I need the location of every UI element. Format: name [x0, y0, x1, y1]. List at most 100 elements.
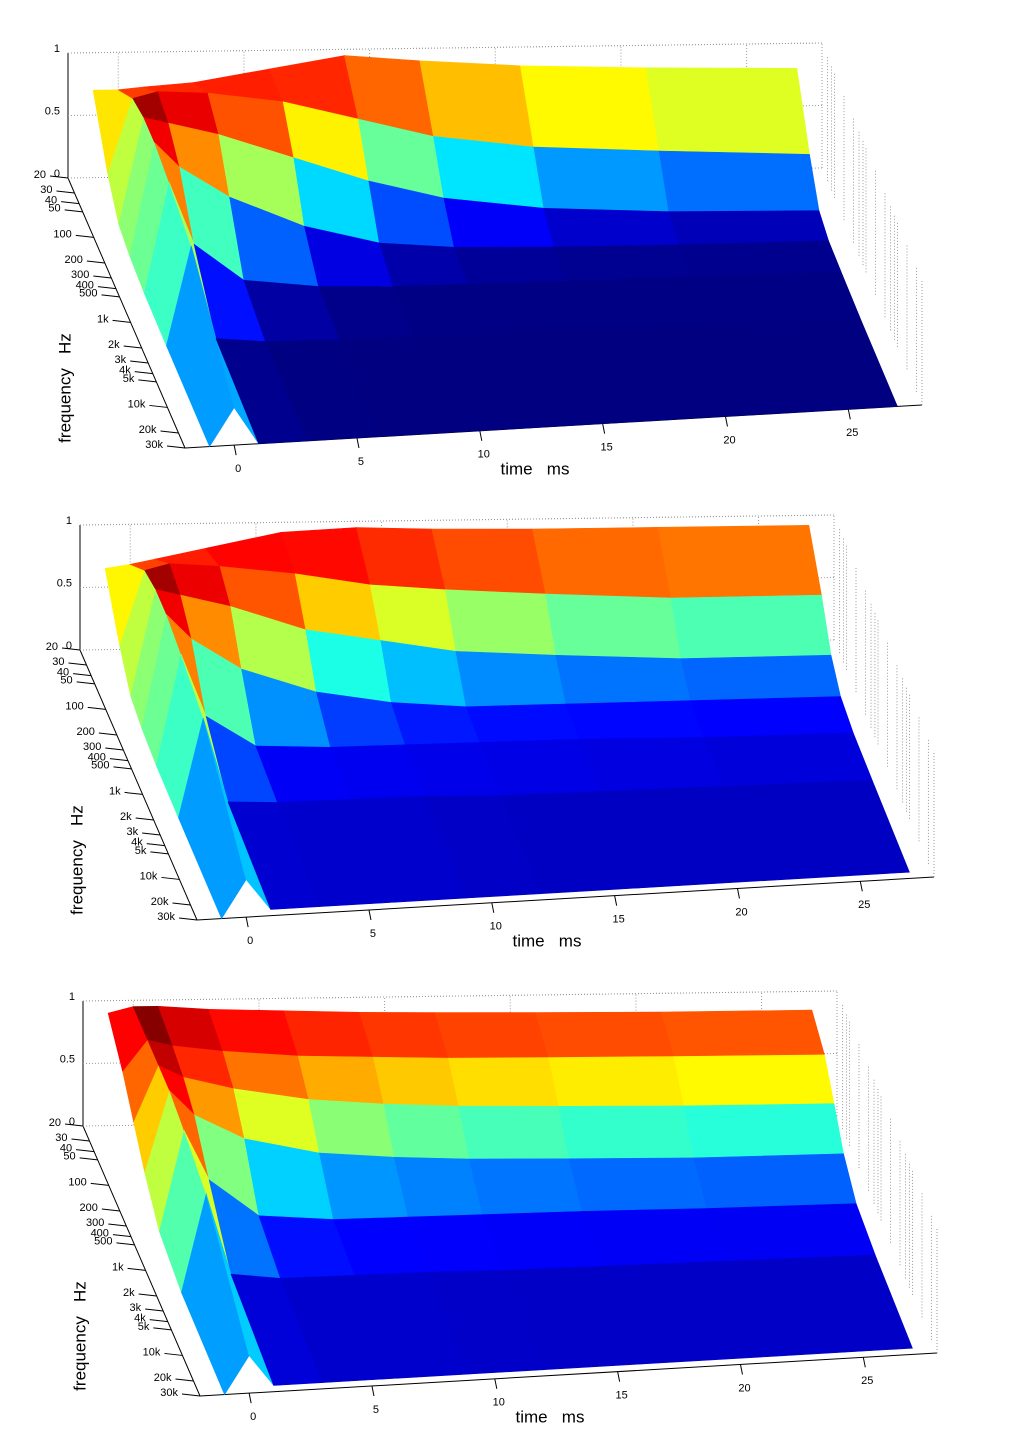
x-tick-mark	[368, 909, 372, 921]
x-tick-label: 10	[490, 921, 502, 933]
x-tick-label: 0	[247, 935, 253, 947]
surface-patch	[690, 696, 854, 738]
y-tick-mark	[64, 1123, 84, 1127]
x-axis-label: time ms	[513, 931, 582, 950]
surface-patch	[658, 150, 820, 212]
surface-patch	[673, 1054, 835, 1107]
y-tick-mark	[138, 379, 157, 383]
y-tick-mark	[61, 201, 80, 205]
y-tick-mark	[134, 371, 153, 375]
y-tick-mark	[175, 1378, 194, 1382]
surface-patch	[283, 1010, 374, 1058]
surface-patch	[532, 527, 672, 599]
y-tick-label: 200	[64, 254, 82, 266]
surface-patch	[555, 655, 692, 705]
x-tick-label: 10	[478, 449, 490, 461]
y-tick-label: 500	[94, 1236, 112, 1248]
grid-line	[79, 514, 835, 526]
surface-chart: 00.510510152025203040501002003004005001k…	[34, 42, 923, 478]
x-tick-mark	[245, 917, 249, 928]
y-tick-label: 1k	[109, 785, 121, 797]
x-axis-label: time ms	[501, 459, 570, 478]
surface-patch	[668, 210, 829, 246]
surface-patch	[711, 317, 898, 416]
y-tick-label: 30	[55, 1132, 67, 1144]
surface-patch	[657, 525, 822, 599]
y-tick-label: 2k	[123, 1287, 135, 1299]
y-tick-label: 2k	[120, 811, 132, 823]
x-tick-mark	[724, 416, 728, 427]
x-tick-mark	[479, 430, 483, 441]
y-tick-label: 30	[40, 184, 52, 196]
y-tick-label: 10k	[143, 1346, 161, 1358]
y-tick-mark	[145, 1308, 164, 1312]
z-tick-label: 0.5	[45, 105, 60, 117]
y-tick-mark	[172, 902, 191, 906]
y-tick-mark	[98, 732, 117, 736]
y-tick-label: 20k	[139, 424, 157, 436]
grid-line	[82, 990, 838, 1002]
x-tick-label: 20	[735, 906, 747, 918]
y-tick-mark	[73, 673, 92, 677]
surface-patch	[308, 1099, 395, 1158]
x-tick-mark	[862, 1357, 866, 1368]
y-tick-mark	[160, 430, 179, 434]
y-tick-label: 400	[88, 752, 106, 764]
y-tick-mark	[109, 758, 128, 762]
y-tick-label: 20	[46, 641, 58, 653]
surface-patch	[520, 65, 660, 152]
surface-patch	[660, 1009, 825, 1057]
y-tick-mark	[61, 647, 81, 651]
y-tick-label: 400	[76, 280, 94, 292]
x-tick-label: 15	[601, 442, 613, 454]
surface-patch	[683, 1103, 844, 1159]
y-tick-label: 1k	[97, 313, 109, 325]
y-tick-label: 40	[57, 666, 69, 678]
x-tick-label: 20	[723, 434, 735, 446]
x-tick-mark	[491, 902, 495, 913]
surface-patch	[568, 1157, 708, 1212]
surface-patch	[479, 738, 601, 796]
surface-patch	[693, 1153, 857, 1209]
surface-patch	[431, 528, 547, 595]
surface-patch	[455, 651, 567, 708]
surface-patch	[482, 1211, 604, 1271]
surface-patch	[465, 703, 580, 743]
y-tick-mark	[116, 1242, 135, 1246]
x-tick-mark	[494, 1378, 498, 1389]
y-tick-label: 1k	[112, 1261, 124, 1273]
axis-line	[82, 1125, 201, 1397]
y-tick-mark	[105, 747, 124, 751]
y-tick-mark	[150, 851, 169, 855]
y-tick-mark	[130, 360, 149, 364]
y-tick-mark	[149, 1319, 168, 1323]
y-tick-label: 4k	[134, 1313, 146, 1325]
surface-patch	[448, 1057, 560, 1107]
x-tick-mark	[356, 437, 360, 449]
x-tick-mark	[847, 409, 851, 420]
surface-chart: 00.510510152025203040501002003004005001k…	[49, 990, 938, 1426]
z-tick-label: 0.5	[57, 577, 72, 589]
y-tick-label: 30k	[160, 1387, 178, 1399]
y-tick-label: 4k	[131, 837, 143, 849]
x-tick-label: 25	[858, 899, 870, 911]
surface-patch	[566, 276, 712, 330]
y-tick-mark	[164, 1352, 183, 1356]
z-tick-label: 1	[69, 991, 75, 1003]
y-tick-label: 500	[79, 288, 97, 300]
y-tick-mark	[68, 662, 87, 666]
y-tick-label: 200	[76, 726, 94, 738]
x-tick-label: 0	[250, 1411, 256, 1423]
surface-patch	[706, 1203, 876, 1262]
surface-patch	[533, 146, 670, 212]
surface-patch	[433, 136, 545, 209]
y-tick-label: 20k	[154, 1372, 172, 1384]
y-tick-mark	[97, 286, 116, 290]
y-tick-mark	[87, 706, 106, 710]
y-tick-label: 100	[68, 1176, 86, 1188]
y-tick-label: 200	[79, 1202, 97, 1214]
z-tick-label: 1	[66, 515, 72, 527]
surface-patch	[558, 1105, 695, 1160]
y-tick-mark	[112, 319, 131, 323]
